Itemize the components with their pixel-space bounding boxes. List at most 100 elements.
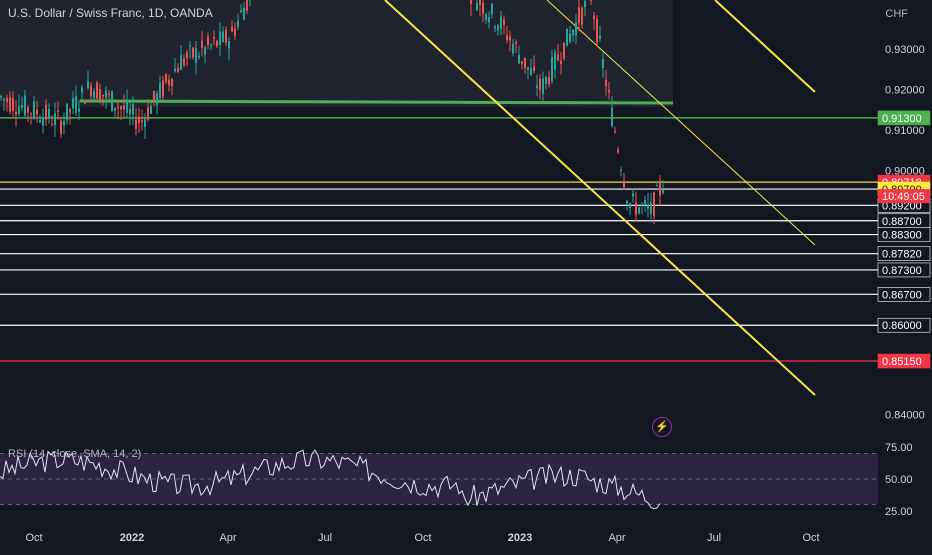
candle-body xyxy=(45,104,47,121)
candle-body xyxy=(629,203,631,208)
candle-body xyxy=(66,103,68,121)
candle-body xyxy=(138,116,140,124)
currency-label: CHF xyxy=(885,8,908,20)
candle-body xyxy=(470,0,472,4)
candle-body xyxy=(578,7,580,24)
candle-body xyxy=(548,77,550,85)
candle-body xyxy=(482,2,484,14)
candle-body xyxy=(105,90,107,98)
candle-body xyxy=(171,78,173,87)
candle-body xyxy=(30,113,32,115)
candle-body xyxy=(641,204,643,206)
candle-body xyxy=(551,57,553,81)
candle-body xyxy=(87,80,89,89)
candle-body xyxy=(201,40,203,48)
candle-body xyxy=(231,26,233,32)
candle-body xyxy=(72,98,74,109)
rsi-tick-label: 25.00 xyxy=(885,506,913,518)
price-label-box xyxy=(877,227,931,242)
candle-body xyxy=(602,59,604,69)
trendline-upper xyxy=(714,0,816,93)
candle-body xyxy=(153,90,155,102)
candle-body xyxy=(608,90,610,93)
candle-body xyxy=(530,68,532,75)
candle-body xyxy=(18,106,20,115)
candle-body xyxy=(54,113,56,126)
candle-body xyxy=(168,79,170,86)
candle-body xyxy=(225,29,227,43)
candle-body xyxy=(491,3,493,14)
candle-body xyxy=(24,95,26,116)
x-tick-label: Oct xyxy=(414,532,431,544)
x-tick-label: Apr xyxy=(608,532,625,544)
candle-body xyxy=(21,104,23,109)
candle-body xyxy=(246,0,248,11)
x-tick-label: Apr xyxy=(219,532,236,544)
candle-body xyxy=(659,183,661,196)
candle-body xyxy=(213,36,215,39)
candle-body xyxy=(500,16,502,29)
candle-body xyxy=(192,47,194,58)
y-tick-label: 0.84000 xyxy=(885,410,925,422)
candle-body xyxy=(96,82,98,99)
candle-body xyxy=(219,31,221,45)
candle-body xyxy=(36,109,38,115)
candle-body xyxy=(653,192,655,217)
candle-body xyxy=(494,26,496,29)
candle-body xyxy=(126,100,128,113)
candle-body xyxy=(560,60,562,64)
candle-body xyxy=(542,78,544,94)
x-tick-label: Oct xyxy=(25,532,42,544)
candle-body xyxy=(662,189,664,193)
price-label: 0.88300 xyxy=(882,230,922,242)
candle-body xyxy=(503,19,505,26)
lightning-icon[interactable]: ⚡ xyxy=(652,417,672,437)
candle-body xyxy=(497,25,499,31)
candle-body xyxy=(650,202,652,214)
candle-body xyxy=(186,52,188,59)
candle-body xyxy=(234,28,236,37)
candle-body xyxy=(9,97,11,112)
candle-body xyxy=(575,22,577,36)
candle-body xyxy=(111,91,113,112)
candle-body xyxy=(593,15,595,20)
candle-body xyxy=(63,120,65,126)
rsi-legend: RSI (14, close, SMA, 14, 2) xyxy=(8,448,142,460)
candle-body xyxy=(605,79,607,87)
candle-body xyxy=(488,17,490,23)
candle-body xyxy=(177,67,179,73)
candle-body xyxy=(623,181,625,187)
rsi-line xyxy=(0,449,661,510)
candle-body xyxy=(147,107,149,120)
x-tick-label: Jul xyxy=(318,532,332,544)
candle-body xyxy=(632,193,634,197)
candle-body xyxy=(614,131,616,133)
candle-body xyxy=(536,85,538,88)
price-label-box xyxy=(877,287,931,302)
candle-body xyxy=(620,169,622,171)
candle-body xyxy=(204,47,206,55)
candle-body xyxy=(0,96,2,98)
trendline-lower xyxy=(384,0,816,396)
y-tick-label: 0.92000 xyxy=(885,84,925,96)
price-label-box xyxy=(877,110,931,126)
symbol-legend: U.S. Dollar / Swiss Franc, 1D, OANDA xyxy=(8,6,213,20)
candle-body xyxy=(216,40,218,47)
price-label: 0.87820 xyxy=(882,249,922,261)
support-line xyxy=(79,99,674,105)
candle-body xyxy=(129,108,131,114)
price-label: 0.86700 xyxy=(882,289,922,301)
countdown-box xyxy=(878,189,930,204)
candle-body xyxy=(485,14,487,20)
candle-body xyxy=(135,119,137,129)
price-label: 0.91300 xyxy=(882,113,922,125)
price-label: 0.85150 xyxy=(882,356,922,368)
candle-body xyxy=(644,200,646,204)
candle-body xyxy=(635,202,637,215)
candle-body xyxy=(141,120,143,122)
candle-body xyxy=(581,7,583,25)
candle-body xyxy=(75,96,77,113)
candle-body xyxy=(198,55,200,58)
